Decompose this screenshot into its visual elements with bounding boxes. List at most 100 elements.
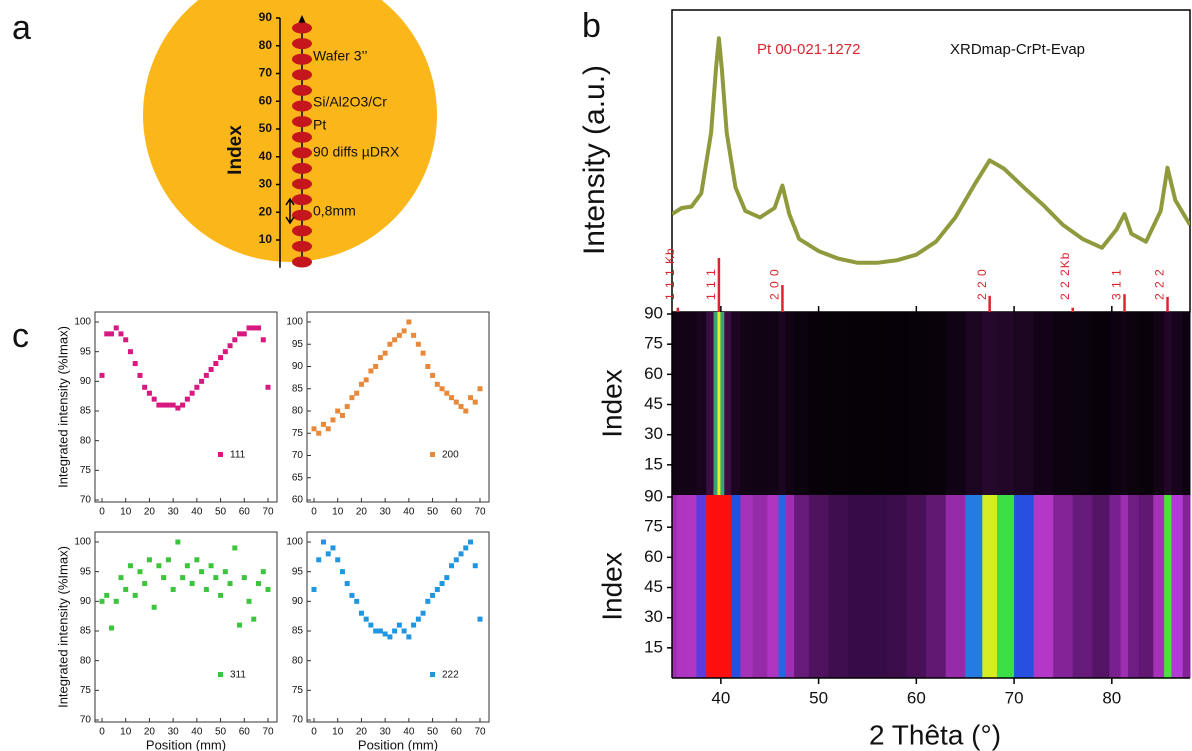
x-tick-label: 70	[474, 727, 486, 738]
y-tick-label: 70	[292, 450, 304, 461]
scatter-point	[227, 343, 233, 349]
y-tick-label: 70	[259, 66, 273, 80]
scatter-point	[392, 337, 398, 343]
measure-spot	[292, 69, 312, 81]
y-tick-label: 100	[74, 317, 91, 328]
wafer	[143, 0, 437, 262]
scatter-point	[477, 386, 483, 392]
axis-label: Intensity (a.u.)	[578, 65, 611, 255]
measure-spot	[292, 131, 312, 143]
heatmap-cell	[982, 495, 998, 678]
heatmap-cell	[1171, 312, 1184, 495]
scatter-point	[194, 557, 200, 563]
scatter-point	[180, 402, 186, 408]
legend-marker	[430, 452, 435, 457]
heatmap-cell	[740, 312, 754, 495]
scatter-point	[434, 586, 440, 592]
x-tick-label: 40	[711, 688, 730, 707]
scatter-point	[430, 592, 436, 598]
axis-label: Position (mm)	[146, 737, 226, 751]
annotation: Pt	[313, 117, 326, 133]
heatmap-cell	[808, 312, 829, 495]
heatmap-cell	[1153, 495, 1165, 678]
scatter-point	[472, 399, 478, 405]
y-tick-label: 60	[259, 93, 273, 107]
scatter-point	[477, 616, 483, 622]
scatter-point	[123, 586, 129, 592]
scatter-point	[222, 569, 228, 575]
y-tick-label: 90	[644, 303, 663, 322]
reference-label: 1 1 1 Kb	[663, 247, 677, 300]
scatter-point	[354, 598, 360, 604]
legend-marker	[430, 672, 435, 677]
heatmap-cell	[794, 495, 810, 678]
y-tick-label: 100	[74, 537, 91, 548]
scatter-point	[184, 563, 190, 569]
scatter-point	[425, 598, 431, 604]
scatter-point	[218, 355, 224, 361]
scatter-point	[449, 563, 455, 569]
scatter-point	[311, 586, 317, 592]
scatter-point	[358, 610, 364, 616]
heatmap-cell	[828, 312, 849, 495]
heatmap-cell	[808, 495, 829, 678]
heatmap-cell	[720, 495, 725, 678]
heatmap-cell	[996, 495, 1015, 678]
reference-label: 1 1 1	[704, 268, 718, 300]
scatter-point	[439, 386, 445, 392]
scatter-point	[349, 395, 355, 401]
y-tick-label: 95	[80, 346, 92, 357]
x-tick-label: 10	[332, 507, 344, 518]
scatter-point	[260, 337, 266, 343]
x-tick-label: 0	[99, 727, 105, 738]
scatter-point	[387, 634, 393, 640]
x-tick-label: 80	[1102, 688, 1121, 707]
heatmap-cell	[965, 495, 983, 678]
scatter-point	[325, 426, 331, 432]
heatmap-cell	[696, 495, 707, 678]
y-tick-label: 80	[292, 406, 304, 417]
scatter-point	[146, 390, 152, 396]
scatter-point	[382, 350, 388, 356]
measure-spot	[292, 53, 312, 65]
x-tick-label: 70	[474, 507, 486, 518]
plot-frame	[306, 311, 490, 503]
reference-label: 2 2 2Kb	[1058, 252, 1072, 300]
scatter-point	[208, 563, 214, 569]
heatmap-cell	[1164, 312, 1172, 495]
scatter-point	[349, 592, 355, 598]
x-tick-label: 0	[99, 507, 105, 518]
scatter-point	[251, 616, 257, 622]
y-tick-label: 85	[292, 626, 304, 637]
scatter-point	[344, 404, 350, 410]
heatmap-cell	[887, 312, 908, 495]
scatter-point	[165, 557, 171, 563]
scatter-point	[213, 575, 219, 581]
heatmap-cell	[676, 495, 688, 678]
y-tick-label: 80	[80, 435, 92, 446]
heatmap-cell	[926, 312, 947, 495]
scatter-point	[406, 319, 412, 325]
heatmap-cell	[717, 312, 721, 495]
y-tick-label: 75	[80, 465, 92, 476]
x-tick-label: 10	[120, 727, 132, 738]
legend-label: 111	[230, 450, 246, 461]
scatter-point	[382, 631, 388, 637]
annotation: Wafer 3’’	[313, 48, 367, 64]
y-tick-label: 90	[80, 376, 92, 387]
heatmap-cell	[1120, 312, 1129, 495]
scatter-point	[184, 396, 190, 402]
y-tick-label: 80	[292, 655, 304, 666]
scatter-point	[458, 551, 464, 557]
heatmap-cell	[996, 312, 1015, 495]
reference-name: Pt 00-021-1272	[757, 41, 860, 58]
reference-label: 2 0 0	[768, 268, 782, 300]
x-tick-label: 20	[144, 507, 156, 518]
x-tick-label: 30	[168, 727, 180, 738]
heatmap-cell	[1014, 312, 1035, 495]
plot-frame	[671, 9, 1191, 313]
heatmap-cell	[731, 312, 741, 495]
scatter-point	[316, 430, 322, 436]
scatter-point	[406, 634, 412, 640]
x-tick-label: 10	[120, 507, 132, 518]
